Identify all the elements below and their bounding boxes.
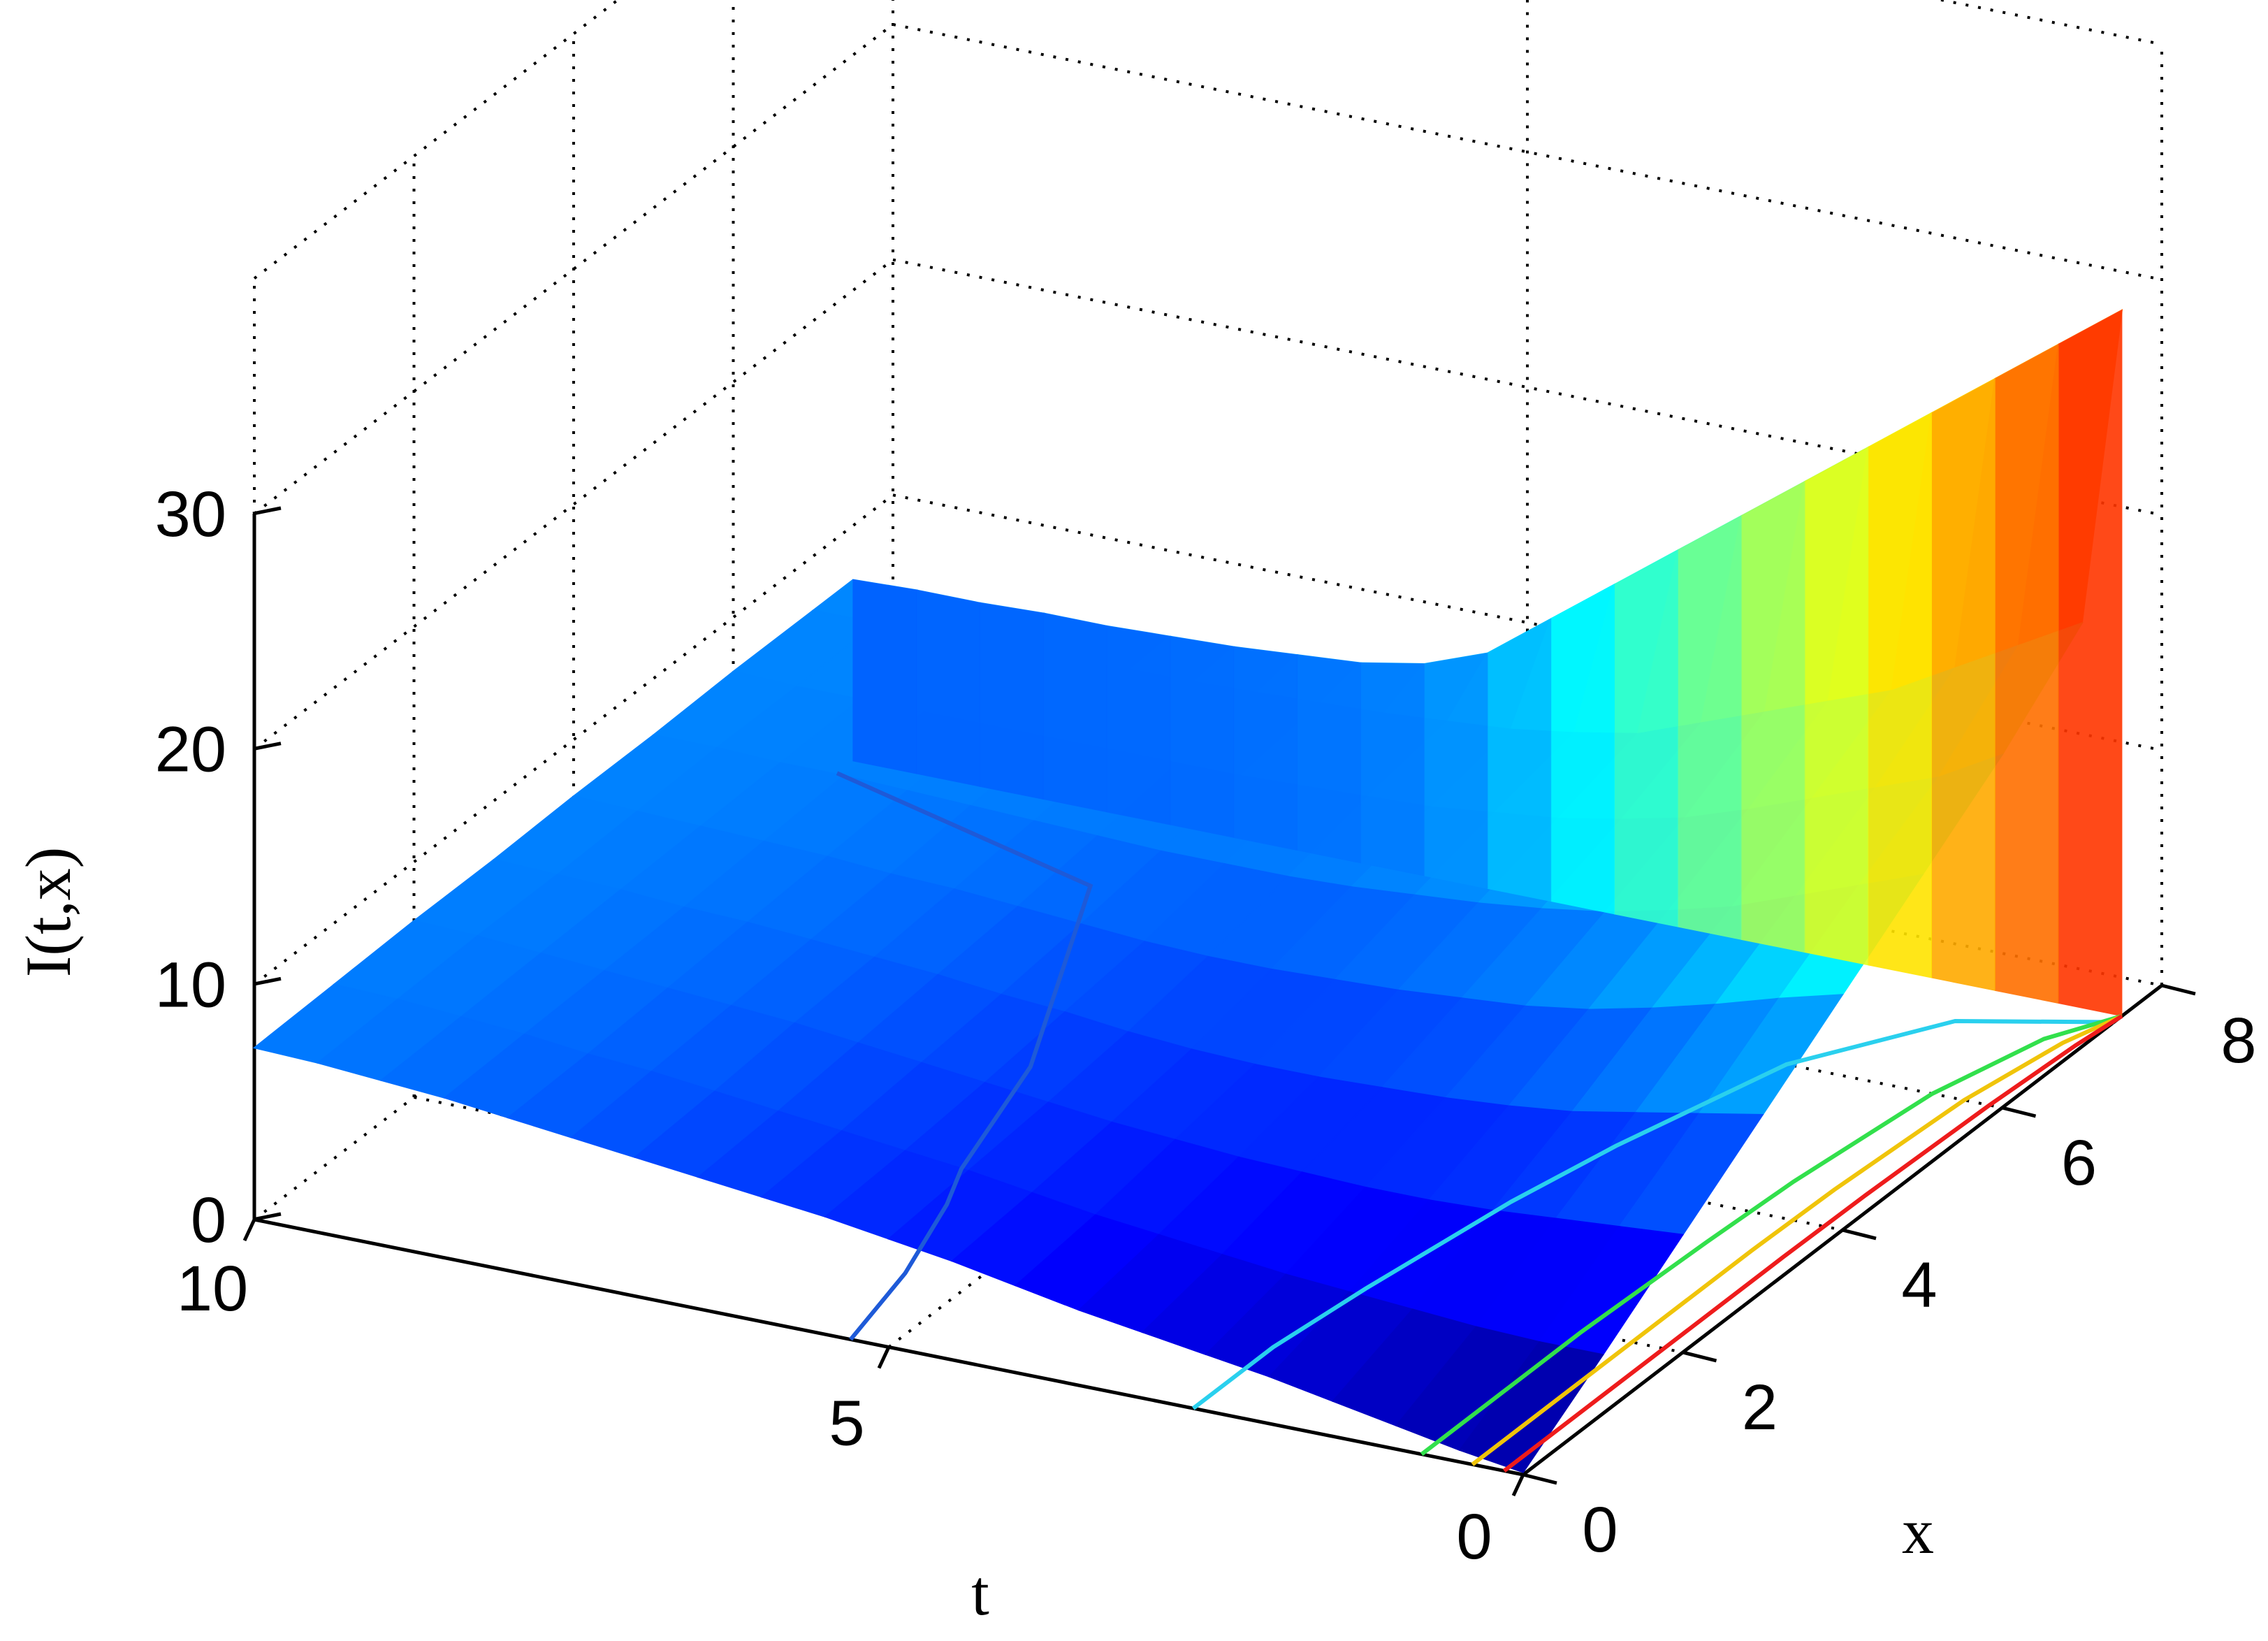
- surface-curtain: [1487, 618, 1552, 902]
- x-tick-label: 2: [1742, 1372, 1778, 1443]
- surface-curtain: [1550, 584, 1615, 915]
- x-tick-label: 6: [2061, 1127, 2097, 1199]
- surface-curtain: [980, 602, 1044, 800]
- surface-curtain: [1233, 646, 1297, 851]
- surface-curtain: [1614, 549, 1678, 927]
- x-tick-label: 8: [2220, 1005, 2256, 1076]
- contour-line: [1191, 1018, 2114, 1410]
- surface: [252, 308, 2123, 1473]
- x-tick-mark: [2001, 1106, 2037, 1118]
- t-tick-label: 5: [829, 1388, 864, 1459]
- x-tick-mark: [2161, 983, 2196, 996]
- z-tick-mark: [252, 976, 282, 986]
- z-tick-label: 0: [191, 1185, 226, 1256]
- surface-curtain: [1170, 636, 1235, 838]
- surface-curtain: [2058, 309, 2123, 1017]
- surface-curtain: [852, 579, 917, 774]
- contour-line: [1471, 1014, 2123, 1466]
- t-tick-mark: [242, 1218, 256, 1242]
- surface-curtain: [1931, 378, 1996, 991]
- surface-curtain: [1868, 412, 1932, 978]
- x-tick-label: 0: [1582, 1494, 1618, 1566]
- z-tick-mark: [252, 1212, 282, 1222]
- x-tick-mark: [1682, 1350, 1717, 1363]
- surface-curtain: [1042, 612, 1107, 813]
- z-tick-label: 20: [155, 714, 226, 786]
- x-tick-mark: [1842, 1228, 1877, 1241]
- surface-curtain: [1804, 447, 1869, 966]
- grid-line: [892, 258, 2162, 516]
- z-tick-mark: [252, 742, 282, 751]
- t-tick-mark: [1511, 1473, 1525, 1497]
- contour-line: [836, 771, 1093, 1341]
- x-tick-mark: [1522, 1473, 1557, 1485]
- contour-line: [1420, 1013, 2123, 1456]
- t-axis-label: t: [971, 1557, 989, 1628]
- surface-curtain: [1106, 626, 1171, 825]
- t-tick-label: 0: [1456, 1501, 1492, 1573]
- t-tick-label: 10: [177, 1253, 248, 1324]
- z-tick-label: 10: [155, 949, 226, 1020]
- surface-curtain: [916, 589, 980, 787]
- grid-line: [892, 23, 2162, 281]
- surface-curtain: [1740, 481, 1805, 953]
- z-axis-label: I(t,x): [13, 847, 84, 977]
- surface-curtain: [1360, 663, 1425, 876]
- t-tick-mark: [877, 1346, 891, 1369]
- surface-curtain: [1297, 654, 1361, 864]
- contour-lines: [836, 771, 2123, 1473]
- grid-line: [892, 493, 2162, 752]
- contour-line: [1502, 1014, 2123, 1473]
- surface-curtain: [1423, 653, 1488, 889]
- z-tick-mark: [252, 506, 282, 516]
- z-tick-label: 30: [155, 479, 226, 550]
- surface-curtain: [1677, 515, 1742, 940]
- surface-curtain: [1994, 343, 2059, 1004]
- x-axis-label: x: [1902, 1496, 1934, 1567]
- x-tick-label: 4: [1901, 1250, 1937, 1321]
